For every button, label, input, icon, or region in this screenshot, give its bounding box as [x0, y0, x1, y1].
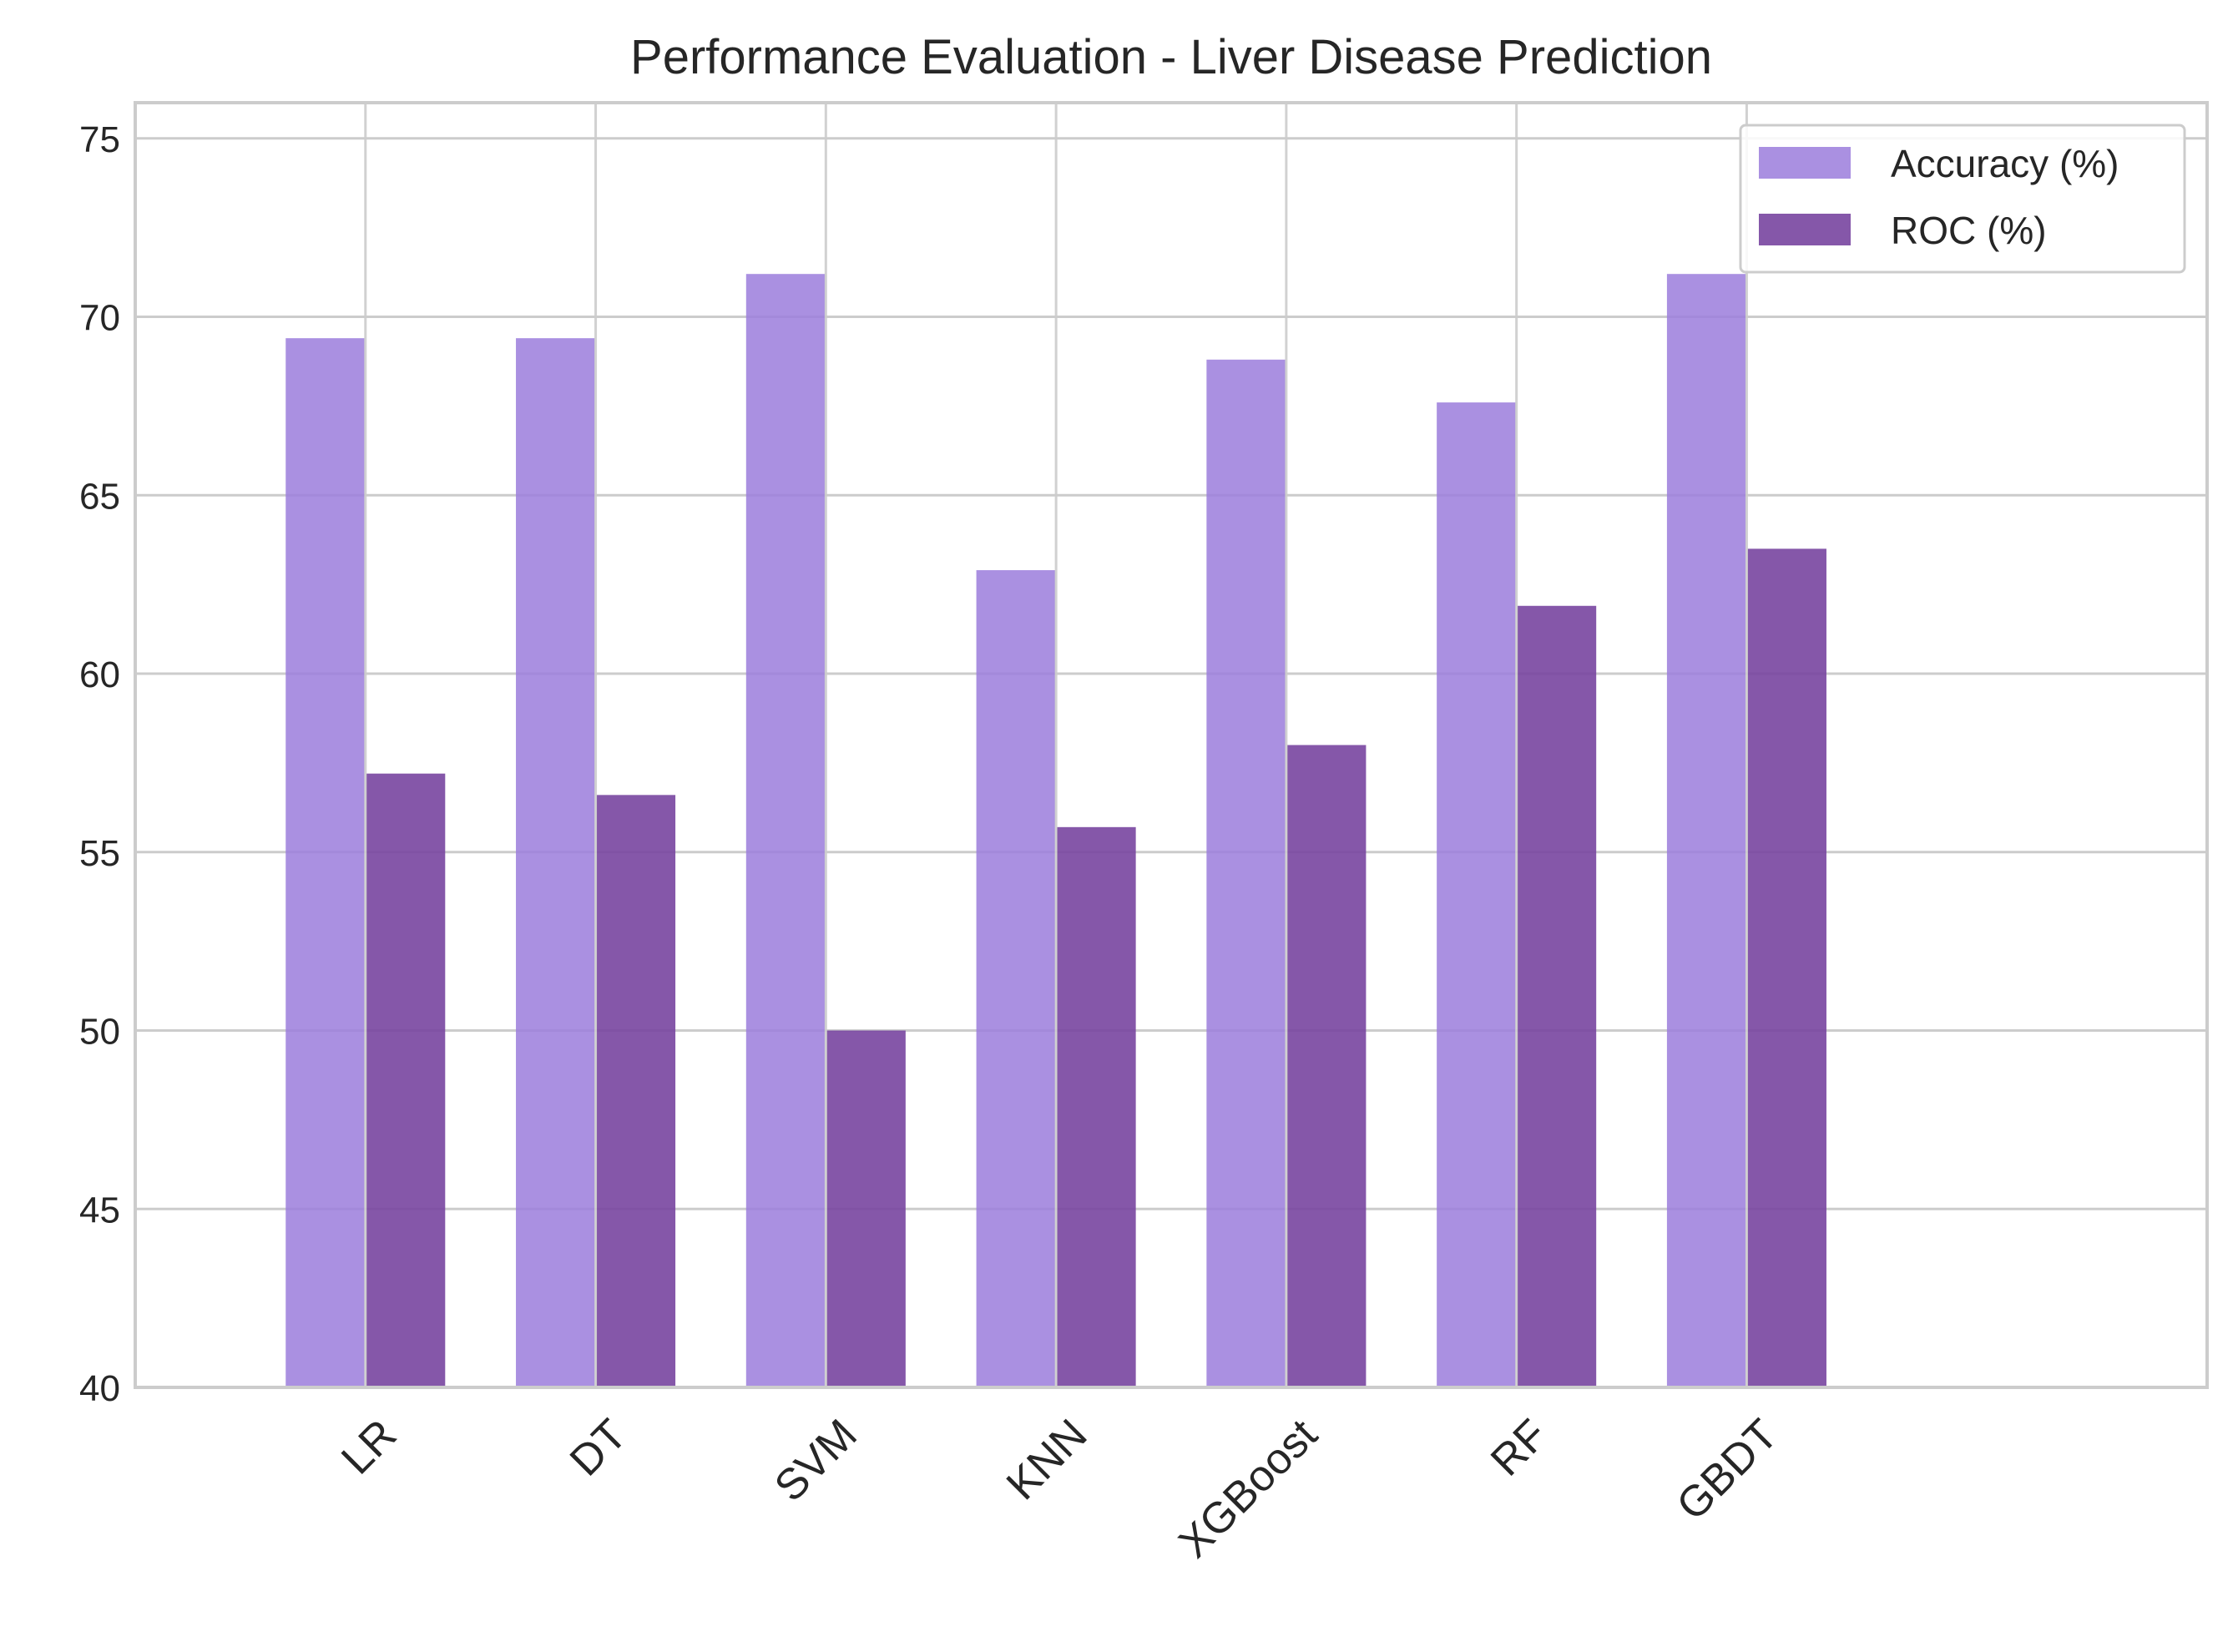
- bar-accuracy-knn: [976, 570, 1056, 1387]
- bar-accuracy-svm: [745, 274, 826, 1388]
- bars: [285, 274, 1826, 1388]
- legend-items: Accuracy (%) ROC (%): [1759, 142, 2119, 252]
- legend-label: ROC (%): [1891, 209, 2047, 252]
- bar-roc-dt: [596, 795, 676, 1387]
- legend-swatch: [1759, 147, 1851, 179]
- bar-accuracy-xgboost: [1206, 359, 1286, 1387]
- legend-box: [1739, 124, 2186, 274]
- bar-roc-knn: [1057, 826, 1136, 1387]
- bar-roc-lr: [366, 773, 446, 1387]
- y-tick-label: 55: [79, 833, 120, 874]
- bar-roc-rf: [1517, 605, 1597, 1387]
- legend-label: Accuracy (%): [1891, 142, 2119, 185]
- bar-roc-xgboost: [1286, 745, 1367, 1387]
- y-tick-label: 45: [79, 1190, 120, 1230]
- y-tick-label: 70: [79, 298, 120, 339]
- y-tick-label: 60: [79, 654, 120, 695]
- bar-roc-svm: [826, 1030, 906, 1387]
- bar-accuracy-rf: [1437, 402, 1516, 1388]
- y-tick-label: 50: [79, 1012, 120, 1053]
- bar-accuracy-lr: [285, 338, 365, 1387]
- y-tick-label: 40: [79, 1368, 120, 1409]
- bar-roc-gbdt: [1747, 548, 1826, 1387]
- y-tick-label: 65: [79, 476, 120, 517]
- y-tick-label: 75: [79, 119, 120, 160]
- plot-frame: [134, 101, 2209, 1389]
- chart-title: Performance Evaluation - Liver Disease P…: [630, 30, 1712, 84]
- legend: Accuracy (%) ROC (%): [1739, 124, 2186, 274]
- bar-accuracy-dt: [516, 338, 595, 1387]
- bar-accuracy-gbdt: [1666, 274, 1746, 1388]
- legend-swatch: [1759, 214, 1851, 245]
- y-axis-ticks: 40 45 50 55 60 65 70 75: [79, 119, 120, 1409]
